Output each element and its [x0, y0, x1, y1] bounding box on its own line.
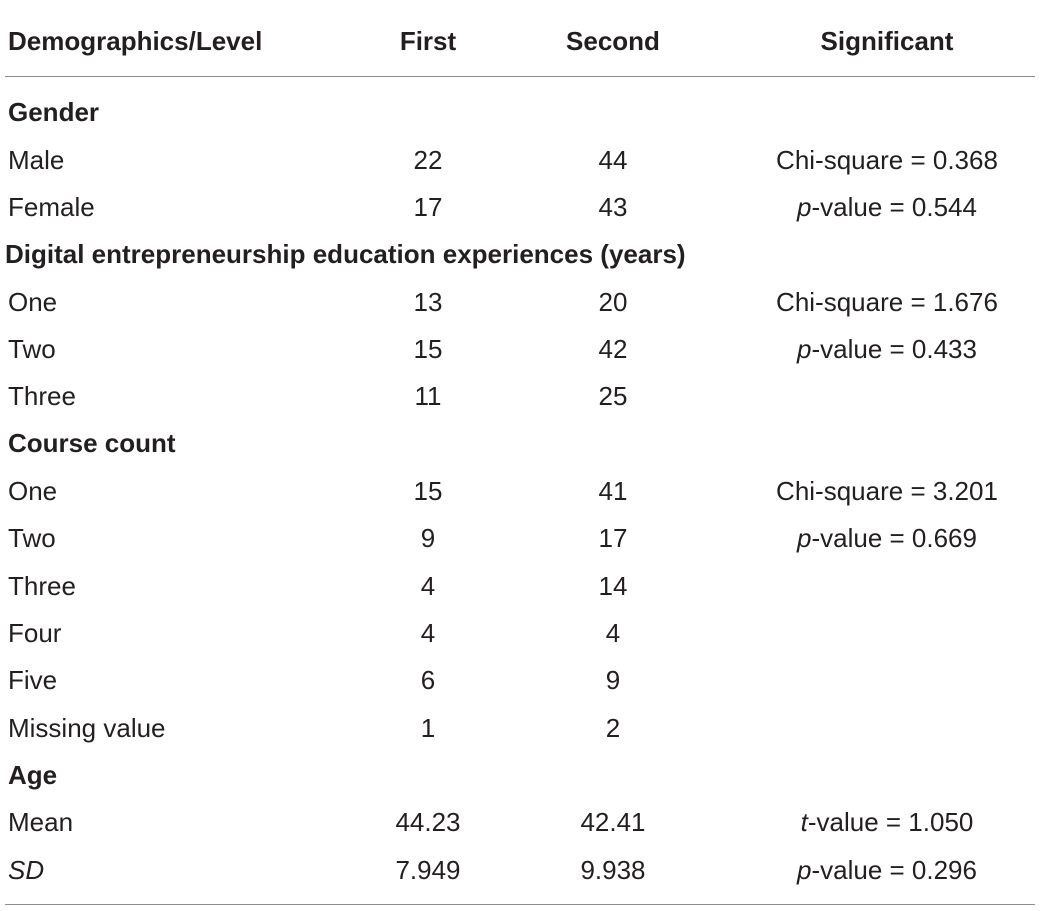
first-value: 15 — [413, 476, 443, 506]
stat-name: p — [797, 334, 812, 364]
table-row: Two 9 17 p-value = 0.669 — [0, 518, 1041, 558]
stat-name: p — [797, 523, 812, 553]
stat-value: = 1.676 — [910, 287, 998, 317]
header-divider — [5, 76, 1035, 77]
second-value: 17 — [598, 523, 628, 553]
stat-value: = 3.201 — [910, 476, 998, 506]
row-label: Female — [8, 192, 95, 222]
row-label: Male — [8, 145, 65, 175]
header-significant: Significant — [820, 26, 954, 56]
second-value: 42 — [598, 334, 628, 364]
row-label: One — [8, 476, 58, 506]
stat-value: -value = 0.544 — [811, 192, 977, 222]
table-row: Male 22 44 Chi-square = 0.368 — [0, 140, 1041, 180]
row-label: Two — [8, 334, 56, 364]
stat-value: = 0.368 — [910, 145, 998, 175]
table-row: Five 6 9 — [0, 660, 1041, 700]
first-value: 6 — [420, 665, 436, 695]
row-label: Three — [8, 381, 76, 411]
first-value: 4 — [420, 571, 436, 601]
section-title-age: Age — [0, 755, 1041, 795]
first-value: 15 — [413, 334, 443, 364]
section-title-text: Course count — [8, 428, 176, 458]
second-value: 14 — [598, 571, 628, 601]
table-row: SD 7.949 9.938 p-value = 0.296 — [0, 850, 1041, 890]
table-row: Three 4 14 — [0, 566, 1041, 606]
table-row: One 15 41 Chi-square = 3.201 — [0, 471, 1041, 511]
second-value: 44 — [598, 145, 628, 175]
first-value: 1 — [420, 713, 436, 743]
first-value: 44.23 — [395, 807, 461, 837]
table-row: Female 17 43 p-value = 0.544 — [0, 187, 1041, 227]
row-label: Four — [8, 618, 62, 648]
stat-name: Chi-square — [776, 476, 904, 506]
significance-value: p-value = 0.544 — [737, 187, 1037, 227]
bottom-rule — [5, 904, 1035, 905]
table-row: Mean 44.23 42.41 t-value = 1.050 — [0, 802, 1041, 842]
row-label: Missing value — [8, 713, 166, 743]
first-value: 9 — [420, 523, 436, 553]
row-label: SD — [8, 855, 45, 885]
header-second: Second — [566, 26, 660, 56]
section-title-experience: Digital entrepreneurship education exper… — [0, 234, 1041, 274]
stat-value: -value = 0.433 — [811, 334, 977, 364]
section-title-text: Gender — [8, 97, 100, 127]
second-value: 20 — [598, 287, 628, 317]
section-title-text: Age — [8, 760, 58, 790]
row-label: Three — [8, 571, 76, 601]
header-first: First — [399, 26, 457, 56]
stat-value: -value = 0.669 — [811, 523, 977, 553]
first-value: 7.949 — [395, 855, 461, 885]
second-value: 43 — [598, 192, 628, 222]
stat-name: p — [797, 855, 812, 885]
first-value: 17 — [413, 192, 443, 222]
stat-name: t — [800, 807, 808, 837]
table-row: One 13 20 Chi-square = 1.676 — [0, 282, 1041, 322]
second-value: 25 — [598, 381, 628, 411]
table-row: Three 11 25 — [0, 376, 1041, 416]
table-row: Two 15 42 p-value = 0.433 — [0, 329, 1041, 369]
stat-name: Chi-square — [776, 287, 904, 317]
table-row: Four 4 4 — [0, 613, 1041, 653]
table-header-row: Demographics/Level First Second Signific… — [0, 21, 1041, 61]
significance-value: Chi-square = 3.201 — [737, 471, 1037, 511]
significance-value: t-value = 1.050 — [737, 802, 1037, 842]
first-value: 13 — [413, 287, 443, 317]
second-value: 41 — [598, 476, 628, 506]
second-value: 42.41 — [580, 807, 646, 837]
stat-name: p — [797, 192, 812, 222]
significance-value: Chi-square = 0.368 — [737, 140, 1037, 180]
section-title-text: Digital entrepreneurship education exper… — [5, 239, 686, 269]
second-value: 2 — [605, 713, 621, 743]
significance-value: p-value = 0.296 — [737, 850, 1037, 890]
stat-value: -value = 0.296 — [811, 855, 977, 885]
row-label: One — [8, 287, 58, 317]
first-value: 11 — [414, 381, 442, 411]
stat-value: -value = 1.050 — [807, 807, 974, 837]
header-demographics-level: Demographics/Level — [8, 26, 263, 56]
row-label: Mean — [8, 807, 74, 837]
stat-name: Chi-square — [776, 145, 904, 175]
second-value: 9.938 — [580, 855, 646, 885]
significance-value: Chi-square = 1.676 — [737, 282, 1037, 322]
section-title-course-count: Course count — [0, 423, 1041, 463]
first-value: 22 — [413, 145, 443, 175]
row-label: Five — [8, 665, 58, 695]
significance-value: p-value = 0.433 — [737, 329, 1037, 369]
first-value: 4 — [420, 618, 436, 648]
second-value: 9 — [605, 665, 621, 695]
section-title-gender: Gender — [0, 92, 1041, 132]
table-row: Missing value 1 2 — [0, 708, 1041, 748]
significance-value: p-value = 0.669 — [737, 518, 1037, 558]
second-value: 4 — [605, 618, 621, 648]
row-label: Two — [8, 523, 56, 553]
